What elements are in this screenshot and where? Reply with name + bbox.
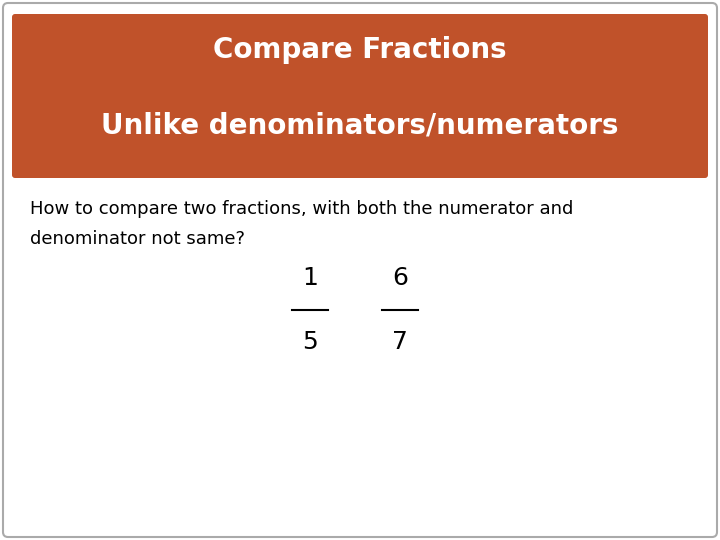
FancyBboxPatch shape [3, 3, 717, 537]
Text: How to compare two fractions, with both the numerator and: How to compare two fractions, with both … [30, 200, 573, 218]
Text: 5: 5 [302, 330, 318, 354]
FancyBboxPatch shape [12, 14, 708, 178]
Text: denominator not same?: denominator not same? [30, 230, 245, 248]
Text: 7: 7 [392, 330, 408, 354]
Text: 6: 6 [392, 266, 408, 290]
Text: 1: 1 [302, 266, 318, 290]
Text: Unlike denominators/numerators: Unlike denominators/numerators [102, 111, 618, 139]
Text: Compare Fractions: Compare Fractions [213, 36, 507, 64]
